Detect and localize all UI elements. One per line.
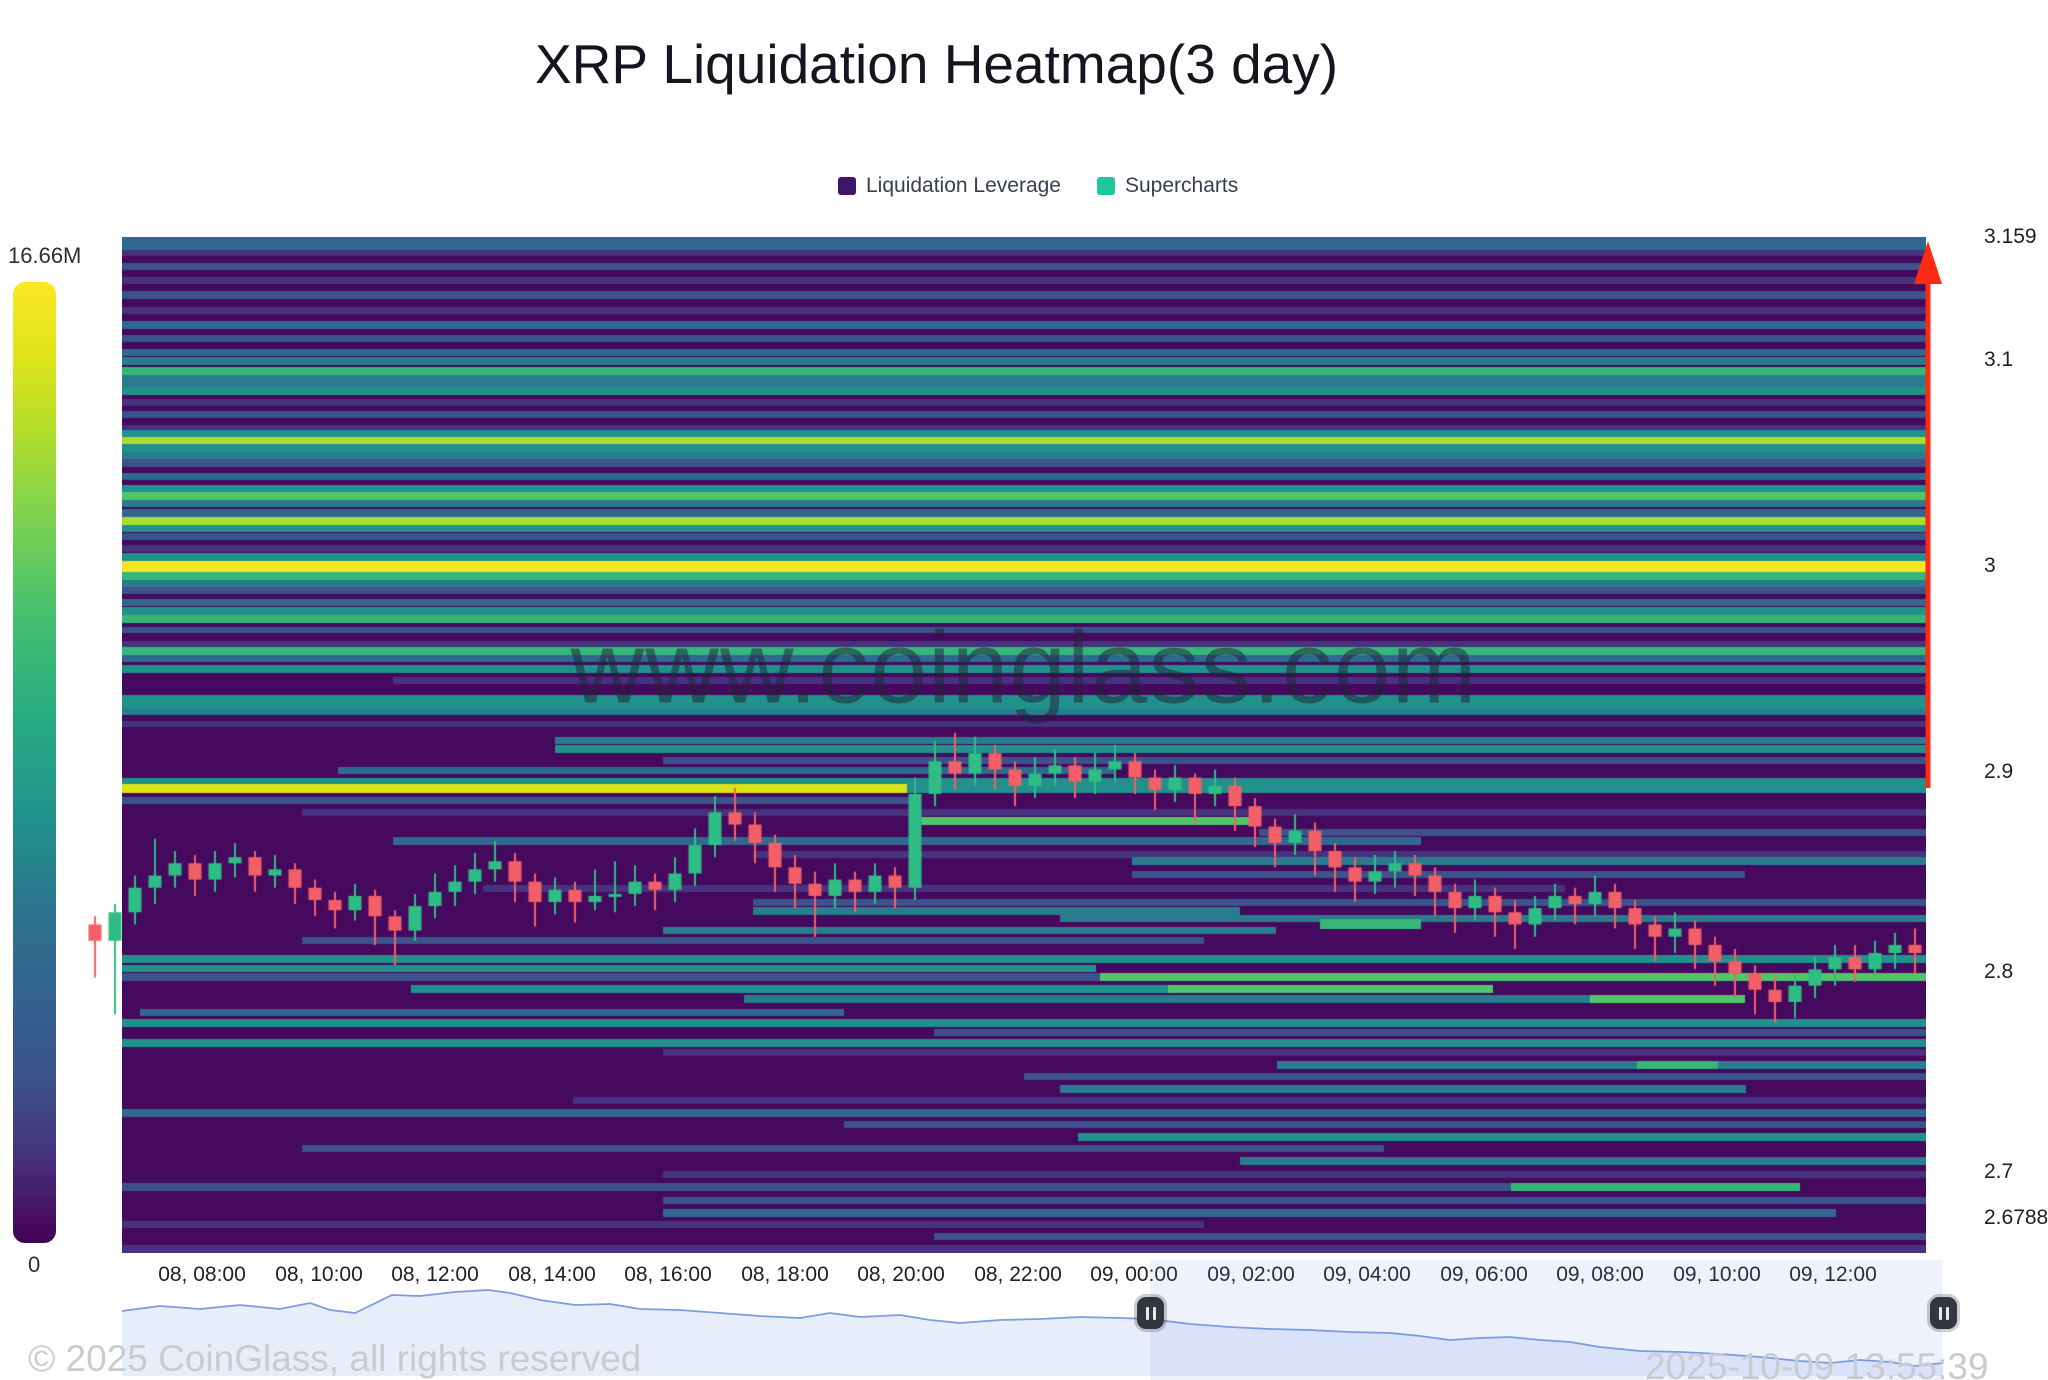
time-tick-label: 08, 08:00: [158, 1263, 246, 1286]
legend-item-liquidation-leverage[interactable]: Liquidation Leverage: [838, 174, 1061, 198]
time-tick-label: 09, 06:00: [1440, 1263, 1528, 1286]
price-tick-label: 2.67882: [1984, 1206, 2048, 1229]
legend-label: Supercharts: [1125, 174, 1239, 197]
time-tick-label: 09, 04:00: [1323, 1263, 1411, 1286]
price-tick-label: 3: [1984, 554, 1996, 577]
navigator-selected-range[interactable]: [1150, 1260, 1943, 1380]
legend-swatch-icon: [1097, 177, 1115, 195]
legend: Liquidation Leverage Supercharts: [838, 174, 1238, 198]
time-tick-label: 09, 02:00: [1207, 1263, 1295, 1286]
candlestick-canvas[interactable]: [88, 237, 1933, 1253]
time-tick-label: 09, 00:00: [1090, 1263, 1178, 1286]
time-tick-label: 09, 08:00: [1556, 1263, 1644, 1286]
time-tick-label: 08, 20:00: [857, 1263, 945, 1286]
colorbar-max-label: 16.66M: [8, 243, 82, 268]
pause-icon: [1945, 1306, 1949, 1320]
price-tick-label: 3.159: [1984, 225, 2037, 248]
legend-label: Liquidation Leverage: [866, 174, 1061, 197]
time-tick-label: 08, 18:00: [741, 1263, 829, 1286]
legend-item-supercharts[interactable]: Supercharts: [1097, 174, 1238, 198]
time-tick-label: 08, 22:00: [974, 1263, 1062, 1286]
colorbar-gradient: [13, 282, 56, 1243]
pause-icon: [1152, 1306, 1156, 1320]
price-tick-label: 2.8: [1984, 960, 2014, 983]
time-tick-label: 09, 12:00: [1789, 1263, 1877, 1286]
time-tick-label: 09, 10:00: [1673, 1263, 1761, 1286]
pause-icon: [1938, 1306, 1942, 1320]
navigator-right-handle[interactable]: [1930, 1297, 1957, 1329]
navigator-left-handle[interactable]: [1137, 1297, 1164, 1329]
time-tick-label: 08, 14:00: [508, 1263, 596, 1286]
page-title: XRP Liquidation Heatmap(3 day): [535, 33, 1339, 95]
copyright-text: © 2025 CoinGlass, all rights reserved: [28, 1338, 642, 1379]
colorbar-min-label: 0: [28, 1252, 41, 1277]
legend-swatch-icon: [838, 177, 856, 195]
timestamp-text: 2025-10-09 13:55:39: [1645, 1346, 1989, 1380]
time-tick-label: 08, 16:00: [624, 1263, 712, 1286]
price-tick-label: 3.1: [1984, 348, 2014, 371]
coinglass-watermark: www.coinglass.com: [570, 610, 1478, 725]
time-tick-label: 08, 12:00: [391, 1263, 479, 1286]
pause-icon: [1145, 1306, 1149, 1320]
price-tick-label: 2.7: [1984, 1160, 2014, 1183]
time-tick-label: 08, 10:00: [275, 1263, 363, 1286]
price-tick-label: 2.9: [1984, 760, 2014, 783]
